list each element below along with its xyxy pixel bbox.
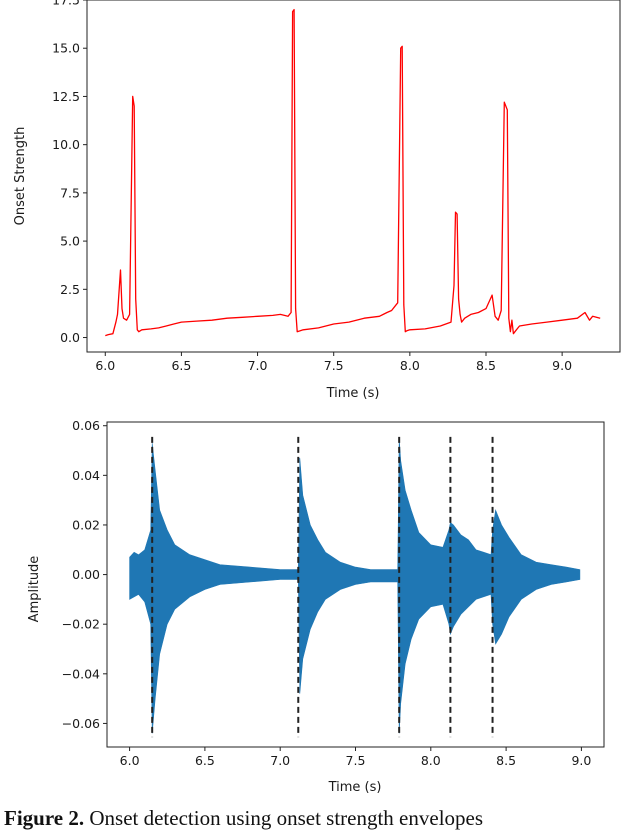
waveform-chart-xtick-label: 7.0 — [270, 753, 290, 768]
onset-chart-ylabel: Onset Strength — [13, 127, 28, 226]
onset-chart-ytick-label: 17.5 — [52, 0, 80, 8]
onset-strength-chart: 6.0 6.5 7.0 7.5 8.0 8.5 9.0 0.0 2.5 5.0 7.5 10.0 12.… — [13, 0, 621, 401]
onset-chart-ticks: 6.0 6.5 7.0 7.5 8.0 8.5 9.0 0.0 2.5 5.0 7.5 10.0 12.… — [52, 0, 572, 373]
figure: 6.0 6.5 7.0 7.5 8.0 8.5 9.0 0.0 2.5 5.0 7.5 10.0 12.… — [13, 0, 621, 795]
waveform-chart-xlabel: Time (s) — [328, 780, 382, 795]
waveform-chart: 6.0 6.5 7.0 7.5 8.0 8.5 9.0 0.06 0.04 0.02 0.00 −0.… — [27, 418, 605, 795]
waveform-chart-ytick-label: −0.06 — [62, 716, 100, 731]
waveform-chart-ytick-label: 0.02 — [72, 517, 100, 532]
waveform-chart-ylabel: Amplitude — [27, 556, 42, 623]
waveform-chart-ticks: 6.0 6.5 7.0 7.5 8.0 8.5 9.0 0.06 0.04 0.02 0.00 −0.… — [62, 418, 592, 768]
onset-chart-xtick-label: 8.0 — [400, 358, 420, 373]
onset-chart-xlabel: Time (s) — [326, 386, 380, 401]
onset-chart-ytick-label: 5.0 — [60, 234, 80, 249]
onset-chart-ytick-label: 15.0 — [52, 41, 80, 56]
onset-chart-ytick-label: 7.5 — [60, 185, 80, 200]
waveform-chart-ytick-label: 0.06 — [72, 418, 100, 433]
onset-chart-xtick-label: 6.0 — [95, 358, 115, 373]
onset-chart-ytick-label: 0.0 — [60, 330, 80, 345]
onset-chart-xtick-label: 7.5 — [324, 358, 344, 373]
waveform-chart-xtick-label: 6.5 — [195, 753, 215, 768]
figure-caption: Figure 2. Onset detection using onset st… — [4, 806, 483, 831]
figure-caption-label: Figure 2. — [4, 806, 85, 830]
waveform-chart-xtick-label: 7.5 — [346, 753, 366, 768]
waveform-chart-ytick-label: −0.02 — [62, 617, 100, 632]
onset-markers — [151, 436, 494, 738]
onset-chart-ytick-label: 2.5 — [60, 282, 80, 297]
waveform-chart-xtick-label: 8.5 — [496, 753, 516, 768]
onset-chart-xtick-label: 8.5 — [476, 358, 496, 373]
waveform-chart-ytick-label: 0.04 — [72, 468, 100, 483]
waveform-envelope — [129, 438, 581, 734]
waveform-chart-xtick-label: 8.0 — [421, 753, 441, 768]
onset-chart-frame — [86, 0, 621, 353]
onset-strength-line — [105, 8, 601, 337]
onset-chart-xtick-label: 6.5 — [171, 358, 191, 373]
onset-chart-xtick-label: 9.0 — [552, 358, 572, 373]
onset-chart-ytick-label: 10.0 — [52, 137, 80, 152]
onset-chart-ytick-label: 12.5 — [52, 89, 80, 104]
waveform-chart-ytick-label: −0.04 — [62, 666, 100, 681]
onset-chart-xtick-label: 7.0 — [248, 358, 268, 373]
waveform-chart-xtick-label: 6.0 — [120, 753, 140, 768]
waveform-chart-ytick-label: 0.00 — [72, 567, 100, 582]
figure-caption-text: Onset detection using onset strength env… — [89, 806, 484, 830]
waveform-chart-xtick-label: 9.0 — [571, 753, 591, 768]
